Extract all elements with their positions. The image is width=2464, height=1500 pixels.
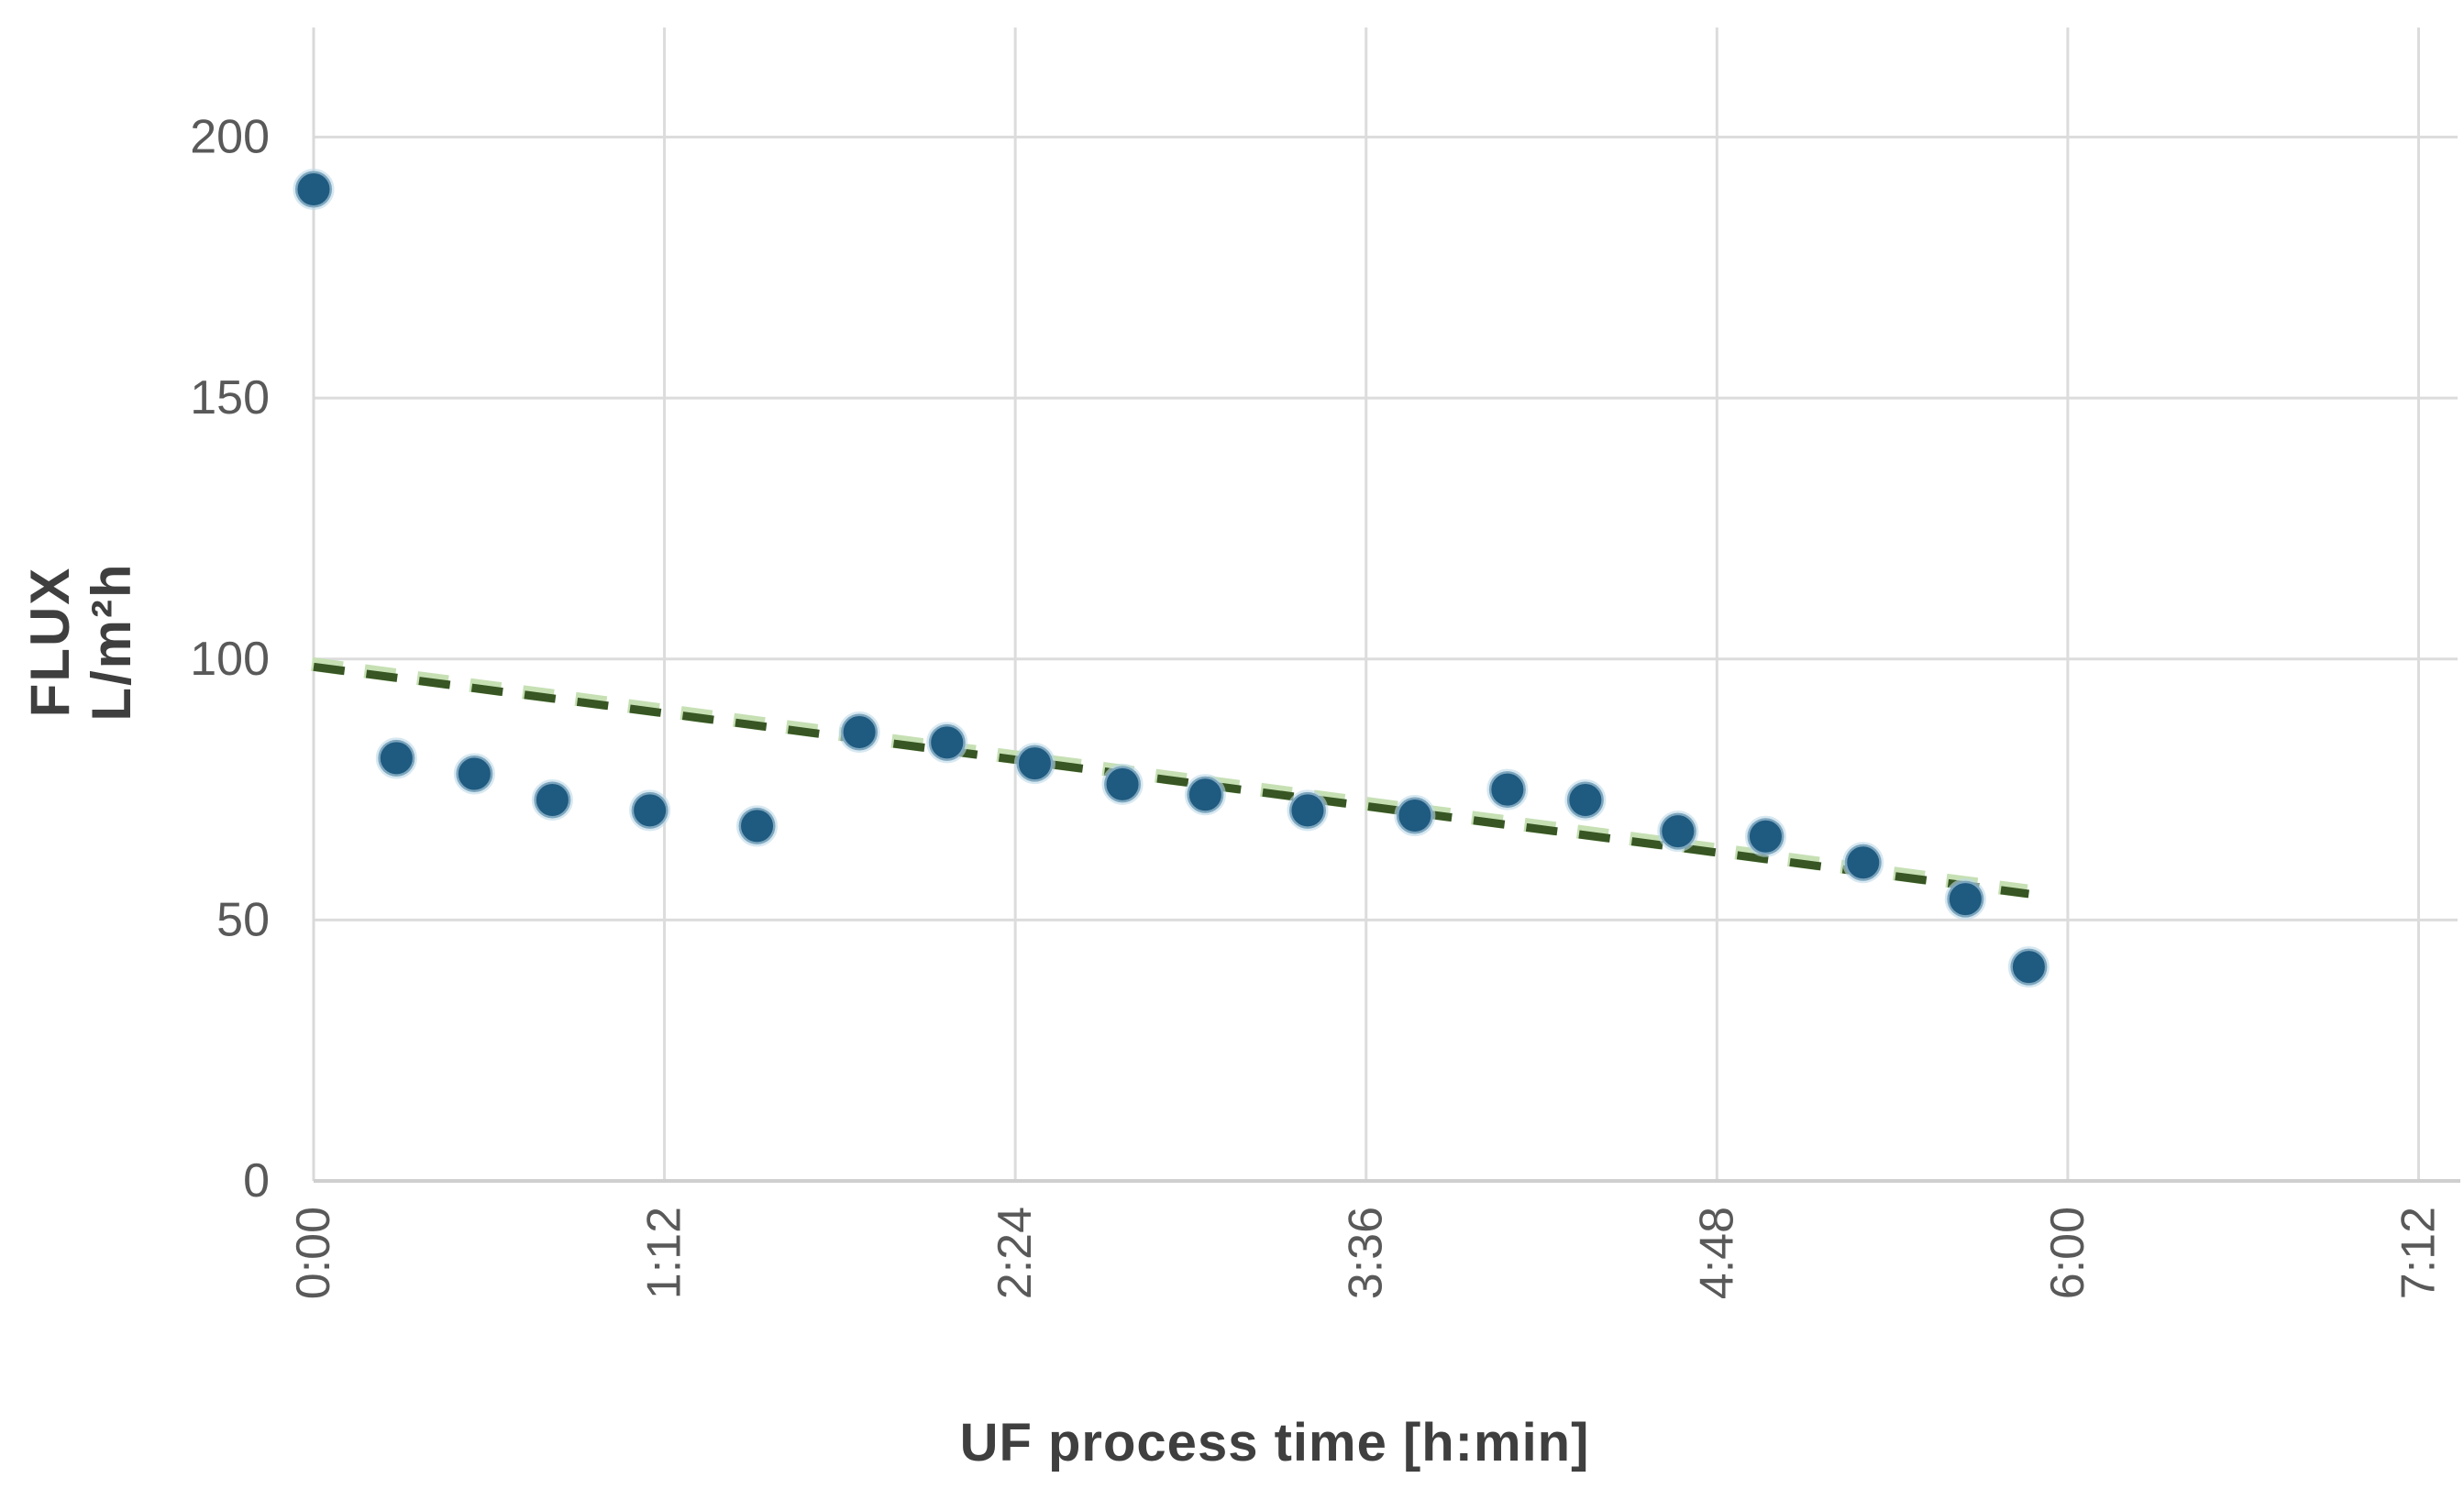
scatter-point (1486, 768, 1529, 811)
x-tick-label: 7:12 (2392, 1207, 2445, 1299)
scatter-point (1657, 811, 1699, 853)
scatter-point (1101, 763, 1144, 805)
scatter-point (838, 711, 880, 753)
y-tick-label: 100 (190, 633, 270, 686)
scatter-point (453, 753, 495, 795)
y-tick-label: 50 (216, 893, 270, 946)
y-tick-label: 150 (190, 371, 270, 425)
x-axis-title: UF process time [h:min] (959, 1413, 1590, 1472)
y-axis-title: FLUX L/m²h (19, 562, 142, 721)
x-tick-label: 2:24 (989, 1207, 1042, 1299)
scatter-point (1394, 795, 1436, 837)
x-tick-label: 6:00 (2041, 1207, 2094, 1299)
scatter-point (531, 778, 573, 821)
scatter-point (736, 805, 779, 847)
scatter-point (375, 737, 417, 779)
scatter-point (1287, 789, 1329, 832)
y-tick-label: 0 (243, 1154, 270, 1208)
x-tick-label: 3:36 (1340, 1207, 1393, 1299)
x-tick-label: 1:12 (638, 1207, 691, 1299)
scatter-point (1013, 743, 1055, 785)
scatter-point (629, 789, 671, 832)
x-tick-label: 4:48 (1690, 1207, 1743, 1299)
scatter-point (1842, 842, 1884, 884)
trend-line (313, 662, 2029, 899)
scatter-point (293, 168, 335, 210)
y-axis-title-line2: L/m²h (81, 562, 142, 722)
scatter-point (926, 722, 968, 764)
scatter-point (1744, 815, 1786, 857)
scatter-point (1944, 878, 1986, 921)
scatter-point (1564, 778, 1607, 821)
y-axis-title-line1: FLUX (18, 566, 81, 718)
y-tick-label: 200 (190, 111, 270, 164)
x-tick-label: 0:00 (287, 1207, 340, 1299)
scatter-point (1184, 774, 1226, 816)
scatter-point (2007, 946, 2050, 988)
